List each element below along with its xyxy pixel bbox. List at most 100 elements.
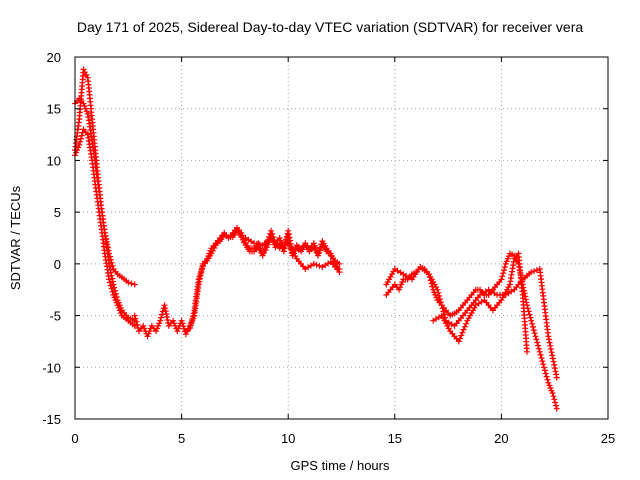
- data-point: [546, 339, 553, 346]
- data-point: [542, 370, 549, 377]
- data-point: [530, 327, 537, 334]
- data-point: [82, 105, 89, 112]
- plot-frame: [74, 56, 609, 420]
- data-point: [547, 342, 554, 349]
- data-point: [551, 361, 558, 368]
- data-point: [109, 275, 116, 282]
- data-point: [539, 358, 546, 365]
- data-point: [543, 373, 550, 380]
- data-point: [500, 270, 507, 277]
- data-point: [251, 240, 258, 247]
- data-point: [533, 336, 540, 343]
- plot-area: [72, 66, 560, 412]
- data-point: [538, 355, 545, 361]
- data-point: [535, 345, 542, 352]
- data-point: [161, 302, 168, 309]
- data-point: [195, 276, 202, 283]
- data-point: [178, 317, 185, 324]
- data-point: [125, 279, 132, 286]
- data-point: [108, 285, 115, 292]
- data-point: [549, 390, 556, 397]
- data-point: [548, 349, 555, 356]
- data-point: [437, 296, 443, 302]
- data-point: [106, 276, 113, 283]
- data-point: [78, 132, 85, 139]
- y-tick-label: -10: [42, 360, 61, 375]
- data-point: [310, 260, 317, 267]
- data-point: [501, 267, 507, 274]
- data-point: [499, 273, 506, 280]
- data-point: [524, 348, 530, 355]
- data-point: [435, 289, 442, 296]
- data-point: [132, 315, 139, 322]
- y-tick-label: 0: [54, 257, 61, 272]
- series-track-8: [383, 264, 560, 381]
- data-point: [128, 280, 135, 287]
- data-point: [549, 352, 556, 359]
- data-point: [268, 227, 275, 234]
- data-point: [533, 267, 540, 274]
- data-point: [535, 342, 542, 349]
- data-point: [158, 314, 165, 321]
- data-point: [134, 321, 141, 328]
- data-point: [109, 288, 116, 295]
- data-point: [549, 355, 556, 362]
- data-point: [551, 396, 558, 403]
- data-point: [109, 262, 116, 269]
- data-point: [460, 326, 467, 333]
- data-point: [530, 323, 536, 330]
- data-point: [189, 316, 196, 323]
- data-point: [198, 268, 205, 275]
- data-point: [336, 260, 343, 267]
- data-point: [550, 358, 557, 365]
- data-point: [541, 367, 548, 374]
- data-point: [552, 368, 559, 375]
- data-point: [529, 320, 536, 327]
- x-tick-label: 25: [601, 431, 615, 446]
- data-point: [527, 314, 534, 321]
- data-point: [458, 332, 465, 339]
- x-tick-label: 15: [388, 431, 402, 446]
- data-point: [188, 319, 195, 326]
- data-point: [336, 269, 343, 276]
- data-point: [463, 320, 470, 327]
- x-tick-label: 5: [178, 431, 185, 446]
- data-point: [552, 399, 559, 406]
- data-point: [545, 333, 552, 340]
- data-point: [131, 281, 138, 288]
- data-point: [313, 261, 320, 268]
- data-point: [455, 338, 462, 345]
- data-point: [457, 335, 463, 342]
- y-tick-label: 10: [47, 153, 61, 168]
- data-point: [190, 313, 196, 320]
- data-point: [316, 262, 323, 269]
- y-tick-label: -15: [42, 412, 61, 427]
- data-point: [553, 405, 560, 412]
- data-point: [187, 325, 194, 331]
- data-point: [131, 312, 138, 319]
- data-point: [540, 361, 547, 368]
- data-point: [179, 320, 186, 327]
- data-point: [103, 238, 110, 245]
- data-point: [133, 318, 140, 325]
- data-point: [253, 240, 260, 247]
- data-point: [537, 351, 544, 358]
- chart-title: Day 171 of 2025, Sidereal Day-to-day VTE…: [77, 19, 583, 35]
- data-point: [532, 333, 539, 340]
- y-tick-label: 5: [54, 205, 61, 220]
- x-tick-label: 0: [71, 431, 78, 446]
- data-point: [196, 273, 203, 280]
- x-tick-label: 20: [494, 431, 508, 446]
- data-point: [436, 292, 443, 299]
- data-point: [157, 317, 164, 324]
- data-point: [437, 299, 444, 306]
- y-tick-label: -5: [49, 309, 61, 324]
- data-point: [498, 276, 505, 283]
- data-point: [269, 230, 276, 237]
- data-point: [544, 376, 551, 383]
- data-point: [107, 279, 113, 286]
- series-track-9: [430, 250, 530, 355]
- series-track-5: [182, 227, 343, 335]
